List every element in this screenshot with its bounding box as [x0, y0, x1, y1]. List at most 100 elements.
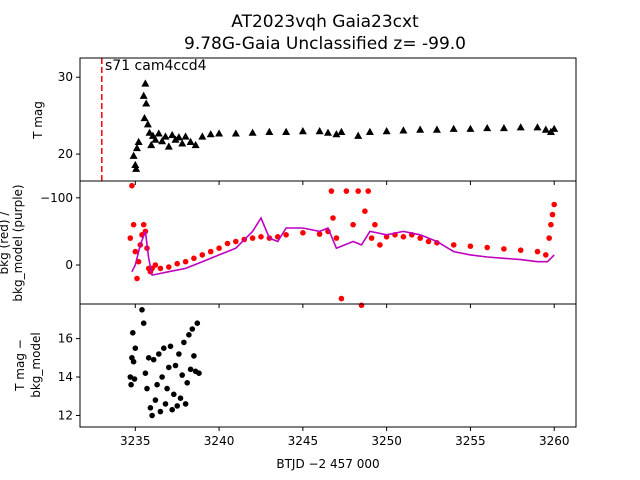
panel-bkg: −100 0 bkg (red) / bkg_model (purple) [0, 180, 577, 309]
tmag-point [129, 151, 138, 159]
tmag-point [337, 127, 346, 135]
tmag-minus-bkg-point [162, 401, 169, 407]
y-tick-label: 20 [58, 147, 73, 161]
x-tick-label: 3260 [539, 434, 570, 448]
x-axis-label: BTJD −2 457 000 [276, 457, 379, 471]
tmag-point [449, 124, 458, 132]
tmag-point [168, 130, 177, 139]
tmag-point [164, 142, 173, 150]
y-tick-label: 16 [58, 332, 73, 346]
tmag-minus-bkg-point [182, 401, 189, 407]
tmag-point [139, 91, 148, 99]
tmag-minus-bkg-y-ticks: 12 14 16 [58, 332, 80, 422]
bkg-point [358, 302, 365, 309]
tmag-point [541, 125, 550, 133]
tmag-minus-bkg-point [127, 374, 134, 380]
bkg-point [199, 252, 206, 258]
tmag-point [191, 140, 200, 149]
bkg-point [377, 242, 383, 248]
bkg-point [152, 262, 159, 268]
tmag-point [142, 99, 151, 107]
bkg-model-polyline [131, 216, 555, 277]
bkg-point [191, 255, 197, 262]
tmag-point [151, 135, 160, 143]
bkg-point [467, 243, 474, 249]
bkg-point [517, 247, 524, 253]
bkg-point [425, 238, 432, 245]
tmag-minus-bkg-point [131, 376, 138, 382]
bkg-y-label-line1: bkg (red) / [0, 211, 11, 275]
bkg-point [365, 188, 372, 194]
tmag-minus-bkg-point [159, 374, 165, 380]
tmag-point [248, 128, 257, 136]
bkg-point [417, 235, 424, 241]
bkg-point [130, 221, 137, 228]
tmag-point [174, 133, 183, 141]
tmag-minus-bkg-y-label-line1: T mag − [13, 339, 27, 392]
tmag-minus-bkg-point [169, 406, 175, 413]
panel-bkg-frame [79, 180, 577, 305]
tmag-points [129, 79, 559, 172]
tmag-minus-bkg-point [181, 339, 187, 346]
tmag-minus-bkg-point [132, 345, 139, 352]
tmag-point [354, 131, 363, 139]
y-tick-label: 12 [58, 408, 73, 422]
tmag-minus-bkg-point [140, 320, 147, 327]
bkg-point [249, 235, 256, 241]
tmag-minus-bkg-point [144, 385, 150, 392]
tmag-point [399, 126, 408, 134]
bkg-point [300, 230, 306, 236]
tmag-y-label: T mag [31, 101, 45, 140]
tmag-point [324, 128, 332, 136]
x-tick-label: 3255 [455, 434, 486, 448]
bkg-point [166, 264, 172, 270]
y-tick-label: 14 [58, 370, 73, 384]
tmag-point [215, 129, 224, 137]
tmag-point [416, 125, 425, 133]
tmag-point [186, 137, 195, 145]
bkg-point [174, 260, 180, 267]
bkg-point [543, 252, 549, 258]
bkg-point [355, 188, 362, 194]
tmag-minus-bkg-point [184, 380, 190, 386]
tmag-minus-bkg-point [150, 356, 157, 363]
tmag-point [231, 129, 240, 137]
bkg-point [330, 215, 336, 221]
tmag-point [298, 127, 307, 135]
tmag-minus-bkg-point [149, 412, 155, 419]
panel-tmag-minus-bkg-frame [79, 303, 577, 428]
tmag-point [132, 164, 141, 172]
bkg-y-ticks: −100 0 [40, 191, 80, 272]
bkg-point [328, 188, 335, 194]
tmag-point [161, 132, 170, 140]
bkg-point [224, 240, 231, 247]
bkg-point [182, 258, 189, 265]
bkg-point [207, 248, 214, 255]
bkg-point [132, 248, 139, 255]
tmag-minus-bkg-point [191, 353, 197, 359]
tmag-minus-bkg-point [166, 364, 172, 371]
x-tick-label: 3235 [120, 434, 151, 448]
bkg-point [343, 188, 350, 194]
panel-tmag-frame [79, 57, 577, 182]
bkg-point [372, 221, 378, 228]
bkg-point [362, 208, 368, 214]
bkg-point [501, 246, 507, 252]
tmag-point [499, 123, 508, 132]
bkg-point [140, 221, 147, 228]
tmag-point [315, 127, 324, 135]
tmag-minus-bkg-point [142, 370, 149, 377]
tmag-point [550, 124, 559, 132]
bkg-point [129, 182, 135, 189]
tmag-point [516, 123, 525, 131]
tmag-minus-bkg-point [164, 385, 170, 392]
bkg-point [258, 234, 264, 240]
bkg-point [333, 235, 340, 241]
chart-title-line1: AT2023vqh Gaia23cxt [231, 12, 419, 32]
tmag-point [140, 113, 149, 122]
tmag-minus-bkg-point [196, 370, 202, 377]
tmag-point [332, 130, 341, 138]
